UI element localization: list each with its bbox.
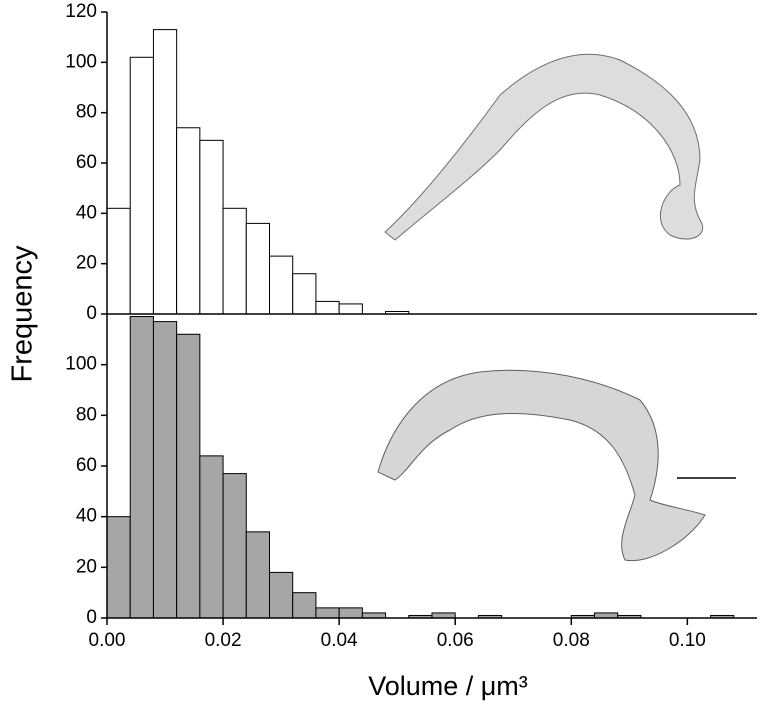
bar <box>129 316 154 619</box>
bar <box>292 273 317 315</box>
bar <box>361 612 387 619</box>
y-tick-label: 60 <box>76 152 97 173</box>
bar <box>245 531 271 619</box>
bar <box>338 607 363 619</box>
x-tick-label: 0.08 <box>553 630 590 651</box>
bar <box>106 516 131 619</box>
x-tick-label: 0.10 <box>669 630 706 651</box>
y-tick-label: 20 <box>76 556 97 577</box>
y-tick-label: 100 <box>65 51 97 72</box>
y-tick-label: 40 <box>76 202 97 223</box>
bar <box>292 592 317 619</box>
y-tick-label: 0 <box>86 303 97 324</box>
x-tick-label: 0.04 <box>321 630 358 651</box>
bar <box>152 321 178 619</box>
y-tick-label: 120 <box>65 1 97 22</box>
x-tick-label: 0.06 <box>437 630 474 651</box>
cell-rendering-top <box>384 53 703 241</box>
bar <box>594 612 619 619</box>
bar <box>222 207 247 315</box>
y-tick-label: 60 <box>76 455 97 476</box>
y-tick-label: 80 <box>76 102 97 123</box>
bar <box>129 56 154 315</box>
bar <box>269 571 294 619</box>
bar <box>176 333 201 619</box>
y-axis-label: Frequency <box>7 245 39 383</box>
y-tick-label: 80 <box>76 404 97 425</box>
bar <box>431 612 456 619</box>
bar <box>245 222 271 315</box>
y-tick-label: 100 <box>65 354 97 375</box>
y-tick-label: 40 <box>76 506 97 527</box>
x-tick-label: 0.00 <box>89 630 126 651</box>
x-axis-label: Volume / μm³ <box>368 671 528 701</box>
bar <box>106 207 131 315</box>
bar <box>176 127 201 315</box>
bar <box>315 607 340 619</box>
x-tick-label: 0.02 <box>205 630 242 651</box>
cell-rendering-bottom <box>377 369 706 562</box>
y-tick-label: 20 <box>76 253 97 274</box>
bar <box>338 303 363 315</box>
bar <box>152 29 178 315</box>
bar <box>269 255 294 315</box>
bar <box>222 473 247 619</box>
bar <box>315 300 340 315</box>
bar <box>199 139 224 315</box>
y-tick-label: 0 <box>86 607 97 628</box>
bar <box>199 455 224 619</box>
